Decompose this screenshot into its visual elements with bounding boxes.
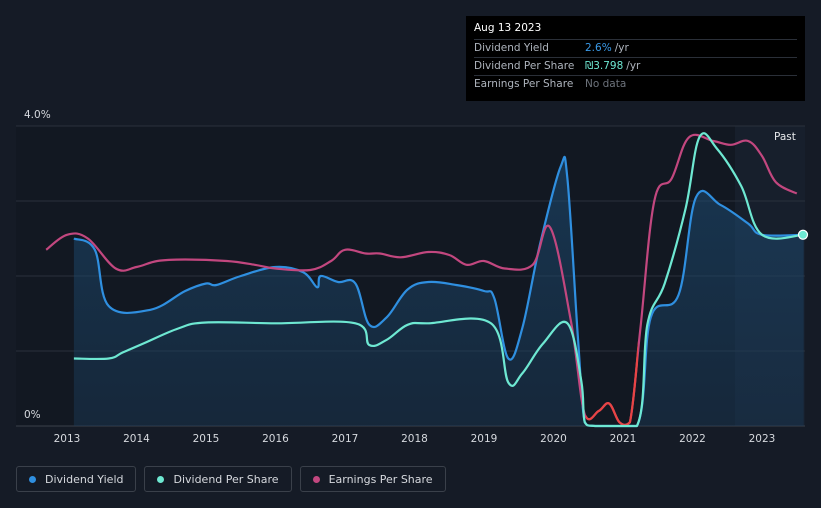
tooltip-value: ₪3.798 <box>585 60 624 72</box>
legend-label: Earnings Per Share <box>328 472 433 486</box>
dividend-yield-line <box>73 155 804 428</box>
past-label: Past <box>774 131 796 143</box>
tooltip-unit: /yr <box>614 42 629 54</box>
x-tick-label: 2015 <box>193 433 220 445</box>
x-tick-label: 2014 <box>123 433 150 445</box>
tooltip-label: Dividend Yield <box>474 42 549 54</box>
earnings-per-share-line <box>45 133 798 427</box>
tooltip-date: Aug 13 2023 <box>474 22 542 34</box>
tooltip-label: Earnings Per Share <box>474 78 574 90</box>
dividend-per-share-line <box>73 132 804 428</box>
tooltip-row-dividend-yield: Dividend Yield 2.6% /yr <box>474 39 797 57</box>
x-tick-label: 2023 <box>749 433 776 445</box>
x-tick-label: 2022 <box>679 433 706 445</box>
series-layer <box>45 132 809 428</box>
x-tick-label: 2016 <box>262 433 289 445</box>
legend-dot-icon <box>312 475 320 483</box>
x-tick-label: 2017 <box>332 433 359 445</box>
legend-dividend-yield[interactable]: Dividend Yield <box>16 466 137 492</box>
x-tick-label: 2018 <box>401 433 428 445</box>
tooltip-value: 2.6% <box>585 42 612 54</box>
y-axis-top-label: 4.0% <box>24 109 51 121</box>
legend-dot-icon <box>157 475 165 483</box>
tooltip-label: Dividend Per Share <box>474 60 575 72</box>
dividend-yield-area <box>73 156 804 426</box>
x-axis: 2013 2014 2015 2016 2017 2018 2019 2020 2021 2022… <box>54 433 776 445</box>
tooltip-unit: /yr <box>626 60 641 72</box>
legend-label: Dividend Per Share <box>173 472 279 486</box>
legend-label: Dividend Yield <box>45 472 124 486</box>
x-tick-label: 2019 <box>471 433 498 445</box>
legend-dot-icon <box>29 475 36 483</box>
tooltip-value: No data <box>585 78 627 90</box>
x-tick-label: 2020 <box>540 433 567 445</box>
tooltip: Aug 13 2023 Dividend Yield 2.6% /yr Divi… <box>466 16 805 101</box>
legend-dividend-per-share[interactable]: Dividend Per Share <box>144 466 292 492</box>
y-axis-bottom-label: 0% <box>24 409 41 421</box>
legend: Dividend Yield Dividend Per Share Earnin… <box>16 466 446 492</box>
tooltip-row-dividend-per-share: Dividend Per Share ₪3.798 /yr <box>474 57 797 75</box>
legend-earnings-per-share[interactable]: Earnings Per Share <box>299 466 446 492</box>
current-point-marker[interactable] <box>797 229 809 240</box>
tooltip-row-earnings-per-share: Earnings Per Share No data <box>474 75 797 93</box>
x-tick-label: 2021 <box>610 433 637 445</box>
x-tick-label: 2013 <box>54 433 81 445</box>
